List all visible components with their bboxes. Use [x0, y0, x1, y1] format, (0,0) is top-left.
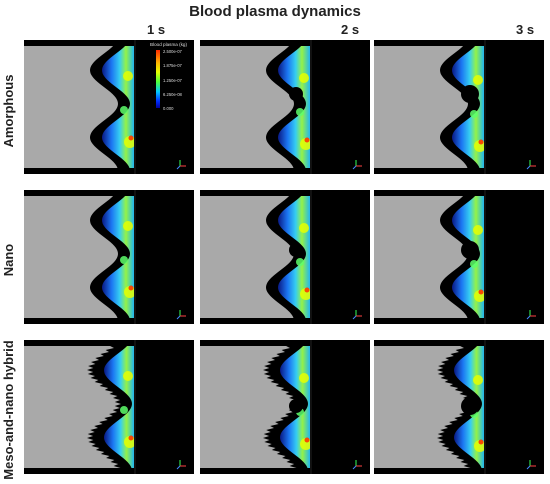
time-label-1s: 1 s — [147, 22, 166, 37]
concentration-hotspot — [299, 223, 309, 233]
concentration-hotspot — [299, 373, 309, 383]
concentration-hotspot — [473, 75, 483, 85]
legend-tick: 2.500e-07 — [163, 49, 182, 54]
axis-triad-icon — [352, 310, 362, 320]
solid-domain — [24, 346, 121, 468]
legend-tick: 1.875e-07 — [163, 63, 182, 68]
solid-domain — [200, 346, 297, 468]
sim-image — [374, 340, 544, 474]
time-label-2s: 2 s — [341, 22, 360, 37]
boundary-wall — [310, 190, 312, 324]
axis-triad-icon — [526, 160, 536, 170]
concentration-hotspot — [123, 71, 133, 81]
sim-panel-amorphous-3s — [374, 40, 544, 174]
boundary-wall — [310, 340, 312, 474]
concentration-hotspot — [120, 256, 128, 264]
solid-domain — [24, 196, 118, 318]
concentration-hotspot — [123, 221, 133, 231]
solid-domain — [374, 346, 471, 468]
concentration-hotspot — [470, 260, 478, 268]
legend-tick: 0.000 — [163, 106, 174, 111]
sim-panel-amorphous-1s — [24, 40, 194, 174]
concentration-hotspot — [296, 258, 304, 266]
concentration-hotspot — [304, 137, 310, 143]
concentration-hotspot — [478, 289, 484, 295]
concentration-hotspot — [299, 73, 309, 83]
row-label-nano: Nano — [1, 243, 16, 277]
boundary-wall — [484, 40, 486, 174]
sim-panel-meso-and-nano-hybrid-1s — [24, 340, 194, 474]
sim-image — [24, 190, 194, 324]
axis-triad-icon — [352, 460, 362, 470]
solid-domain — [374, 46, 468, 168]
legend-tick: 6.250e-08 — [163, 92, 182, 97]
bubble-void — [289, 243, 303, 257]
boundary-wall — [134, 40, 136, 174]
axis-triad-icon — [176, 310, 186, 320]
boundary-wall — [134, 190, 136, 324]
solid-domain — [200, 46, 294, 168]
solid-domain — [200, 196, 294, 318]
solid-domain — [24, 46, 118, 168]
sim-panel-meso-and-nano-hybrid-2s — [200, 340, 370, 474]
concentration-hotspot — [120, 406, 128, 414]
concentration-hotspot — [128, 135, 134, 141]
concentration-hotspot — [123, 371, 133, 381]
concentration-hotspot — [120, 106, 128, 114]
sim-image — [374, 40, 544, 174]
concentration-hotspot — [128, 285, 134, 291]
bubble-void — [461, 397, 479, 415]
solid-domain — [374, 196, 468, 318]
row-label-meso-and-nano-hybrid: Meso-and-nano hybrid — [1, 340, 16, 480]
concentration-hotspot — [478, 139, 484, 145]
bubble-void — [461, 85, 479, 103]
sim-image — [24, 340, 194, 474]
boundary-wall — [134, 340, 136, 474]
axis-triad-icon — [176, 460, 186, 470]
legend-tick: 1.250e-07 — [163, 78, 182, 83]
row-label-amorphous: Amorphous — [1, 74, 16, 148]
legend-title: Blood plasma (kg) — [150, 42, 188, 47]
axis-triad-icon — [526, 460, 536, 470]
sim-panel-nano-2s — [200, 190, 370, 324]
legend-color-bar — [156, 50, 160, 108]
sim-panel-nano-1s — [24, 190, 194, 324]
sim-image — [200, 40, 370, 174]
sim-image — [24, 40, 194, 174]
bubble-void — [289, 87, 303, 101]
concentration-hotspot — [473, 375, 483, 385]
sim-image — [374, 190, 544, 324]
sim-image — [200, 340, 370, 474]
axis-triad-icon — [176, 160, 186, 170]
concentration-hotspot — [478, 439, 484, 445]
time-label-3s: 3 s — [516, 22, 535, 37]
concentration-hotspot — [296, 108, 304, 116]
concentration-hotspot — [470, 110, 478, 118]
color-legend: Blood plasma (kg) 2.500e-07 1.875e-07 1.… — [150, 42, 210, 122]
figure-title: Blood plasma dynamics — [189, 3, 361, 20]
sim-panel-meso-and-nano-hybrid-3s — [374, 340, 544, 474]
axis-triad-icon — [526, 310, 536, 320]
bubble-void — [461, 241, 479, 259]
boundary-wall — [484, 190, 486, 324]
concentration-hotspot — [304, 437, 310, 443]
sim-panel-nano-3s — [374, 190, 544, 324]
concentration-hotspot — [473, 225, 483, 235]
boundary-wall — [310, 40, 312, 174]
axis-triad-icon — [352, 160, 362, 170]
boundary-wall — [484, 340, 486, 474]
bubble-void — [289, 399, 303, 413]
concentration-hotspot — [304, 287, 310, 293]
concentration-hotspot — [128, 435, 134, 441]
sim-image — [200, 190, 370, 324]
sim-panel-amorphous-2s — [200, 40, 370, 174]
